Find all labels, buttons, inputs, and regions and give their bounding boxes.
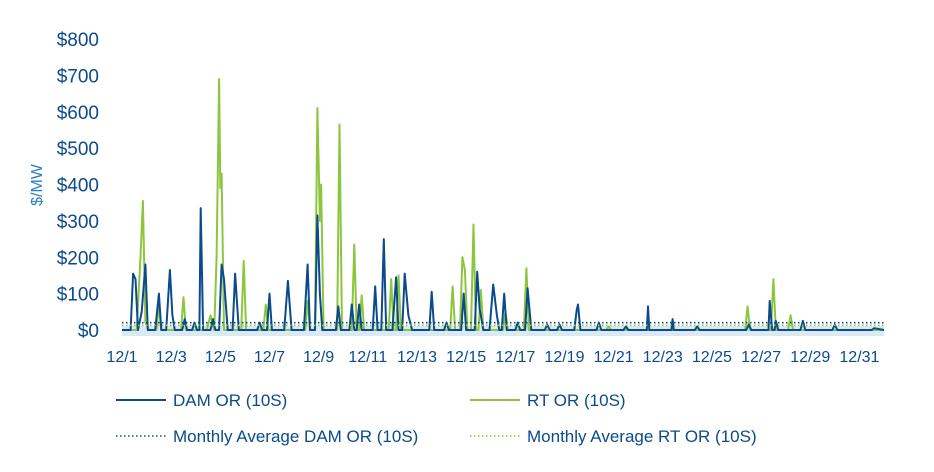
x-tick-label: 12/15 xyxy=(446,349,486,366)
y-tick-label: $200 xyxy=(57,248,99,269)
y-axis-ticks: $0 $100 $200 $300 $400 $500 $600 $700 $800 xyxy=(57,30,99,342)
x-tick-label: 12/27 xyxy=(741,349,781,366)
legend-label: Monthly Average DAM OR (10S) xyxy=(173,427,418,446)
x-tick-label: 12/1 xyxy=(106,349,137,366)
y-tick-label: $300 xyxy=(57,212,99,233)
y-tick-label: $400 xyxy=(57,176,99,197)
x-tick-label: 12/23 xyxy=(643,349,683,366)
x-tick-label: 12/29 xyxy=(790,349,830,366)
y-tick-label: $600 xyxy=(57,103,99,124)
x-axis-ticks: 12/1 12/3 12/5 12/7 12/9 12/11 12/13 12/15 12/17… xyxy=(106,349,879,366)
y-tick-label: $500 xyxy=(57,139,99,160)
y-axis-title: $/MW xyxy=(29,163,46,206)
series-line-dam-or-10s xyxy=(122,207,885,331)
x-tick-label: 12/11 xyxy=(348,349,387,366)
y-tick-label: $100 xyxy=(57,285,99,306)
y-tick-label: $0 xyxy=(78,321,99,342)
x-tick-label: 12/19 xyxy=(544,349,584,366)
legend-label: Monthly Average RT OR (10S) xyxy=(527,427,757,446)
legend-label: RT OR (10S) xyxy=(527,391,626,410)
x-tick-label: 12/17 xyxy=(495,349,535,366)
x-tick-label: 12/21 xyxy=(594,349,634,366)
x-tick-label: 12/9 xyxy=(303,349,334,366)
x-tick-label: 12/25 xyxy=(692,349,732,366)
plot-area xyxy=(122,78,885,336)
x-tick-label: 12/5 xyxy=(205,349,236,366)
x-tick-label: 12/3 xyxy=(156,349,187,366)
x-tick-label: 12/31 xyxy=(839,349,879,366)
x-tick-label: 12/13 xyxy=(397,349,437,366)
legend-label: DAM OR (10S) xyxy=(173,391,287,410)
x-tick-label: 12/7 xyxy=(254,349,285,366)
y-tick-label: $700 xyxy=(57,66,99,87)
legend: DAM OR (10S) RT OR (10S) Monthly Average D… xyxy=(116,391,757,446)
y-tick-label: $800 xyxy=(57,30,99,51)
